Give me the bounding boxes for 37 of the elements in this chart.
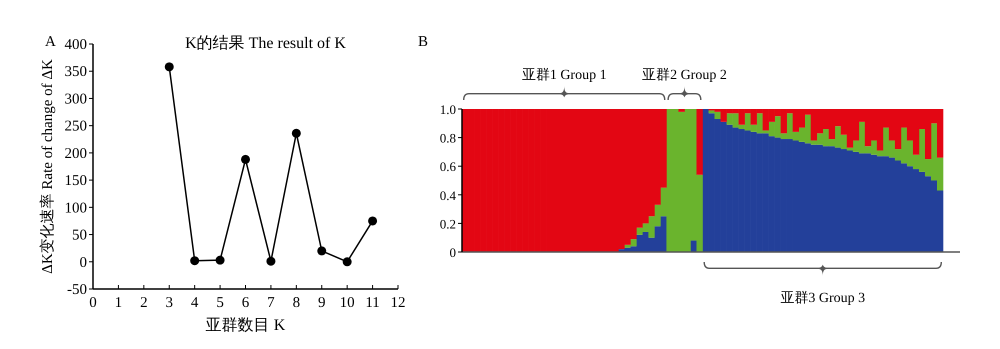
x-tick-label: 4 [190, 295, 199, 311]
x-tick-label: 6 [242, 295, 250, 311]
x-axis-title: 亚群数目 K [206, 317, 286, 334]
x-tick-label: 1 [114, 295, 122, 311]
y-tick-label: 0.4 [440, 188, 456, 203]
y-tick-label: 150 [64, 173, 87, 190]
y-tick-label: 250 [64, 118, 87, 135]
x-tick-label: 2 [140, 295, 148, 311]
y-tick-label: 0.8 [440, 130, 456, 146]
y-tick-label: 350 [64, 64, 87, 80]
text: B [418, 34, 428, 50]
y-tick-label: 0.6 [440, 159, 456, 174]
chart-title: K的结果 The result of K [185, 34, 346, 52]
x-tick-label: 3 [166, 295, 173, 311]
y-tick-label: 0 [80, 254, 87, 271]
y-tick-label: 50 [72, 228, 87, 244]
text: A [45, 34, 56, 50]
y-tick-label: -50 [67, 282, 87, 298]
text: 亚群1 Group 1 [522, 67, 607, 83]
x-tick-label: 0 [89, 295, 97, 311]
x-tick-label: 12 [390, 295, 406, 311]
x-tick-label: 11 [365, 295, 380, 311]
y-tick-label: 0 [450, 245, 456, 260]
y-tick-label: 100 [64, 200, 87, 216]
y-tick-label: 0.2 [440, 216, 456, 232]
text: 亚群2 Group 2 [642, 67, 727, 83]
x-tick-label: 9 [318, 295, 326, 311]
x-tick-label: 7 [267, 295, 276, 311]
x-tick-label: 10 [340, 295, 355, 311]
y-axis-title: ΔK变化速率 Rate of change of ΔK [39, 59, 56, 274]
text: 亚群3 Group 3 [780, 290, 866, 306]
y-tick-label: 400 [64, 37, 87, 53]
x-tick-label: 5 [216, 295, 224, 311]
y-tick-label: 200 [64, 146, 87, 162]
x-tick-label: 8 [292, 295, 300, 311]
y-tick-label: 300 [64, 91, 87, 108]
y-tick-label: 1.0 [440, 102, 456, 117]
